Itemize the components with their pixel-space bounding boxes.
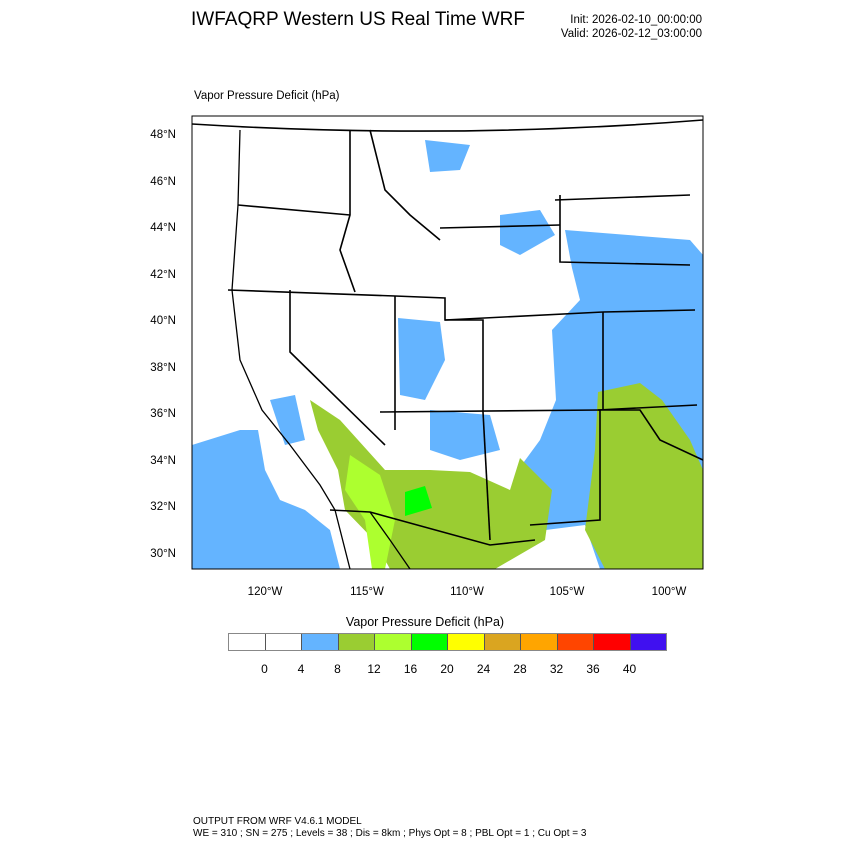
lat-label: 40°N [150, 315, 176, 327]
vpd-region-ocean-blue [192, 430, 340, 569]
colorbar-swatch [521, 634, 558, 650]
colorbar-swatch [302, 634, 339, 650]
vpd-region-wyoming-blue [500, 210, 555, 255]
lat-label: 44°N [150, 222, 176, 234]
lat-label: 30°N [150, 548, 176, 560]
coastline [231, 129, 411, 569]
colorbar-label: 24 [476, 662, 491, 676]
plot-main-title: IWFAQRP Western US Real Time WRF [191, 9, 525, 30]
colorbar-swatch [338, 634, 375, 650]
vpd-region-utah-blue [398, 318, 445, 400]
vpd-region-bright-green [405, 486, 432, 516]
lon-label: 110°W [450, 586, 484, 598]
colorbar-swatch [594, 634, 631, 650]
lat-label: 42°N [150, 269, 176, 281]
lon-label: 100°W [651, 586, 687, 598]
colorbar-swatch [265, 634, 302, 650]
colorbar-title: Vapor Pressure Deficit (hPa) [345, 615, 505, 629]
colorbar-label: 12 [367, 662, 381, 676]
lon-label: 115°W [350, 586, 384, 598]
field-title: Vapor Pressure Deficit (hPa) [194, 90, 340, 102]
colorbar-swatch [484, 634, 521, 650]
vpd-region-az-blue [430, 410, 500, 460]
colorbar-label: 28 [513, 662, 527, 676]
colorbar-swatch [375, 634, 412, 650]
colorbar-label: 0 [261, 662, 268, 676]
state-borders [192, 119, 703, 546]
colorbar-label: 16 [403, 662, 418, 676]
colorbar-label: 8 [334, 662, 341, 676]
colorbar [228, 633, 667, 651]
colorbar-swatch [229, 634, 266, 650]
vpd-region-montana-blue [425, 140, 470, 172]
colorbar-label: 36 [586, 662, 600, 676]
colorbar-swatch [557, 634, 594, 650]
colorbar-label: 32 [549, 662, 564, 676]
colorbar-swatch [411, 634, 448, 650]
map-frame [191, 115, 704, 570]
lat-label: 48°N [150, 129, 176, 141]
lon-label: 105°W [549, 586, 585, 598]
lat-label: 36°N [150, 408, 176, 420]
lat-label: 38°N [150, 362, 176, 374]
vpd-region-sierra-blue [270, 395, 305, 445]
colorbar-label: 40 [622, 662, 637, 676]
footer-config: WE = 310 ; SN = 275 ; Levels = 38 ; Dis … [193, 828, 587, 839]
lat-label: 32°N [150, 501, 176, 513]
vpd-region-southeast-green [585, 383, 703, 569]
init-time: Init: 2026-02-10_00:00:00 [570, 14, 702, 26]
colorbar-label: 20 [440, 662, 454, 676]
lat-label: 46°N [150, 176, 176, 188]
colorbar-swatch [630, 634, 666, 650]
footer-model: OUTPUT FROM WRF V4.6.1 MODEL [193, 816, 362, 827]
colorbar-label: 4 [297, 662, 305, 676]
valid-time: Valid: 2026-02-12_03:00:00 [560, 28, 702, 40]
lat-label: 34°N [150, 455, 176, 467]
colorbar-swatch [448, 634, 485, 650]
lon-label: 120°W [247, 586, 283, 598]
